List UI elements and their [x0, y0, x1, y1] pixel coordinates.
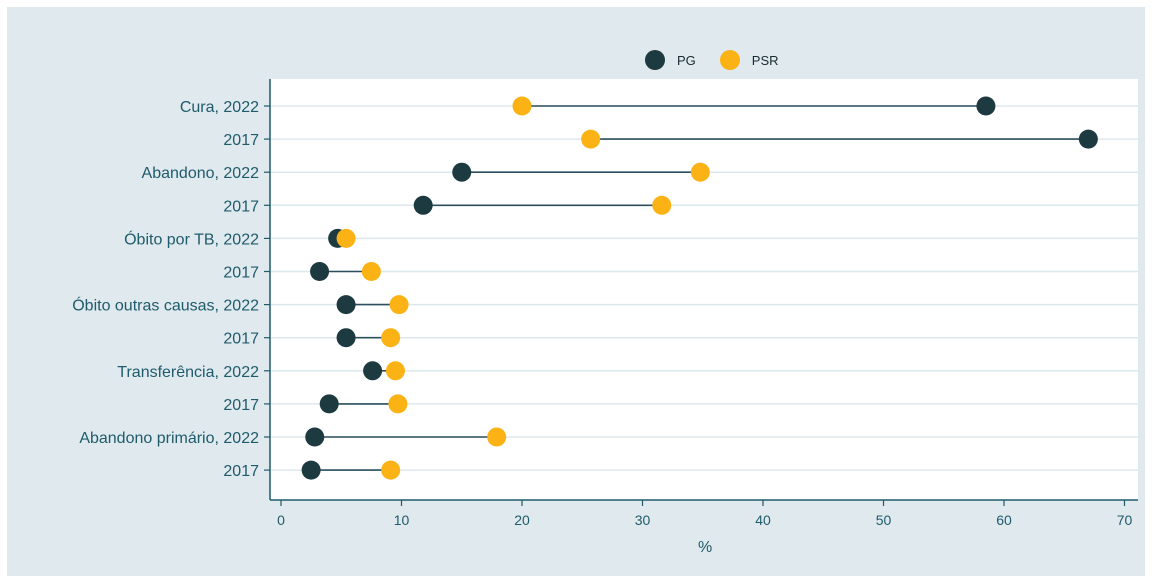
point-pg	[336, 328, 356, 348]
point-pg	[319, 394, 339, 414]
y-tick-label: Abandono primário, 2022	[79, 430, 259, 447]
point-pg	[363, 361, 383, 381]
y-tick-label: 2017	[223, 265, 259, 282]
plot-area	[270, 79, 1138, 500]
legend-item-pg: PG	[645, 50, 696, 70]
point-pg	[305, 427, 325, 447]
x-tick-label: 50	[876, 512, 892, 528]
point-pg	[452, 162, 472, 182]
y-tick-label: Cura, 2022	[180, 99, 259, 116]
x-tick-label: 40	[755, 512, 771, 528]
point-psr	[385, 361, 405, 381]
chart-frame: PG PSR 0 10 20 30 40 50 60 70% Cura, 2022 2017 Aba…	[7, 7, 1145, 576]
legend: PG PSR	[645, 49, 803, 71]
x-tick-label: 30	[635, 512, 651, 528]
point-psr	[690, 162, 710, 182]
legend-marker-psr	[719, 50, 740, 70]
point-psr	[512, 96, 532, 116]
legend-label-pg: PG	[677, 52, 696, 68]
point-pg	[310, 262, 330, 281]
point-psr	[581, 129, 601, 149]
x-tick-label: 10	[394, 512, 410, 528]
y-tick-label: Óbito outras causas, 2022	[72, 296, 259, 315]
y-tick-label: 2017	[223, 397, 259, 414]
legend-marker-pg	[645, 50, 665, 70]
y-tick-label: Transferência, 2022	[117, 364, 259, 381]
x-axis-label: %	[698, 539, 712, 556]
legend-label-psr: PSR	[751, 52, 779, 68]
point-pg	[336, 295, 356, 315]
point-pg	[413, 195, 433, 215]
x-tick-label: 60	[996, 512, 1012, 528]
dumbbell-chart: 0 10 20 30 40 50 60 70% Cura, 2022 2017 Abandono, …	[72, 79, 1138, 556]
point-psr	[381, 460, 401, 480]
point-psr	[652, 195, 672, 215]
point-pg	[976, 96, 996, 116]
y-tick-label: 2017	[223, 331, 259, 348]
point-psr	[388, 394, 408, 414]
point-psr	[487, 427, 507, 447]
y-tick-label: Óbito por TB, 2022	[124, 229, 259, 248]
y-tick-label: 2017	[223, 132, 259, 149]
point-psr	[381, 328, 401, 348]
point-psr	[361, 262, 381, 281]
y-tick-label: 2017	[223, 463, 259, 480]
point-pg	[1078, 129, 1098, 149]
point-pg	[301, 460, 321, 480]
point-psr	[336, 228, 356, 248]
legend-item-psr: PSR	[719, 50, 779, 70]
point-psr	[389, 295, 409, 315]
x-tick-label: 20	[514, 512, 530, 528]
x-tick-label: 0	[277, 512, 285, 528]
x-tick-label: 70	[1117, 512, 1133, 528]
y-tick-label: 2017	[223, 198, 259, 215]
y-tick-label: Abandono, 2022	[142, 165, 260, 182]
